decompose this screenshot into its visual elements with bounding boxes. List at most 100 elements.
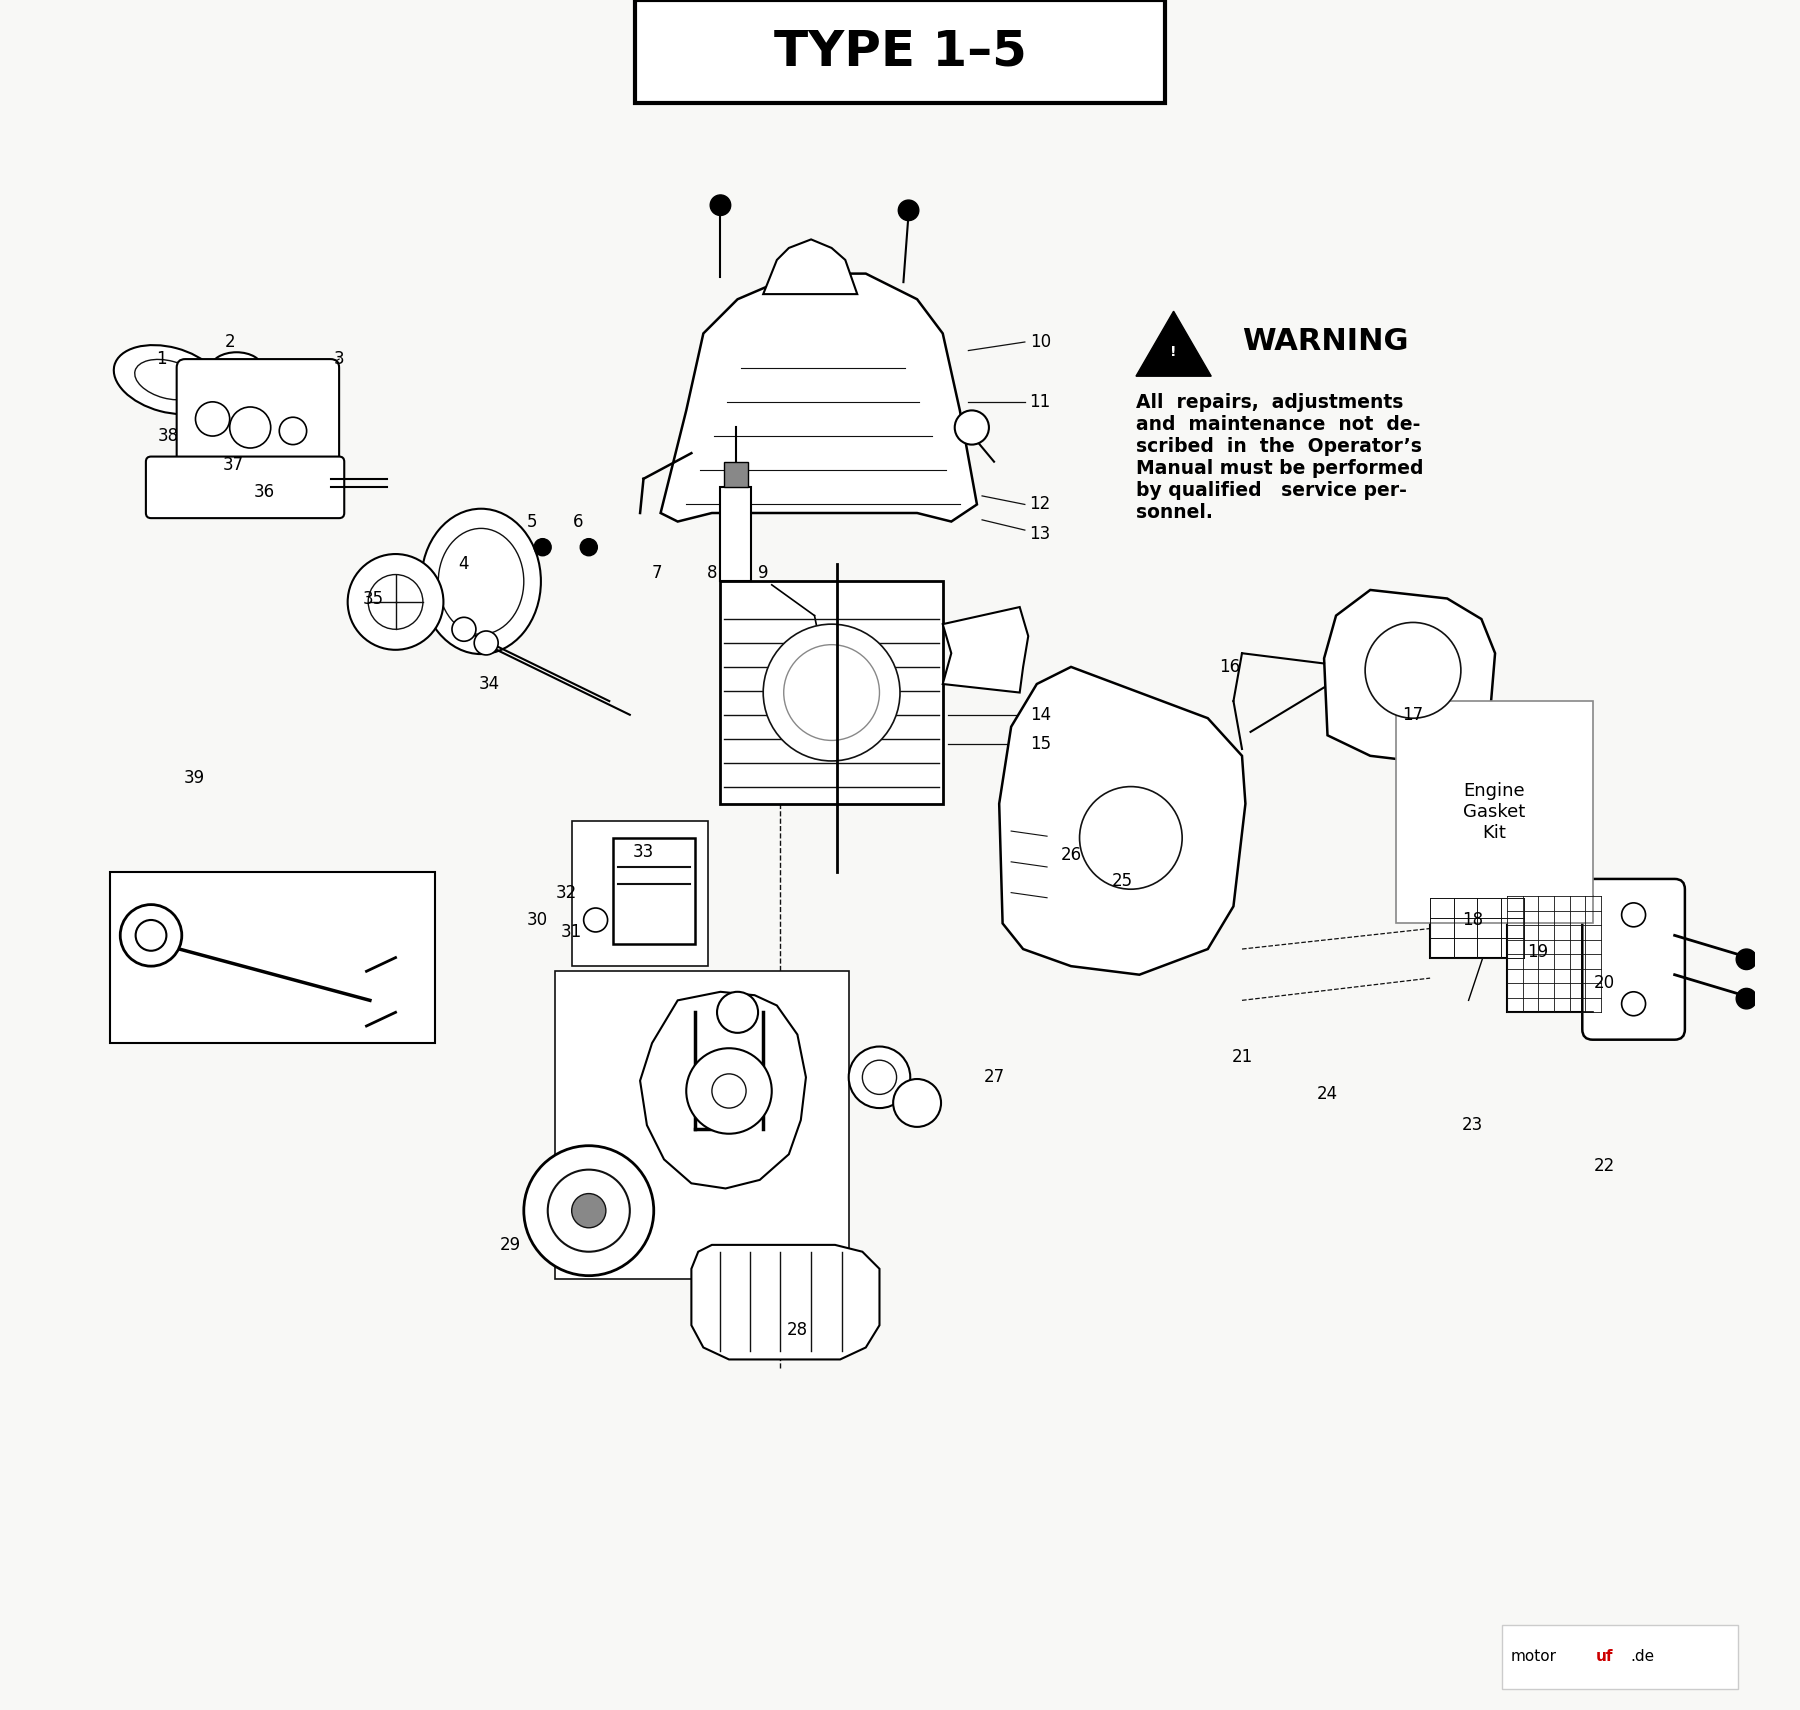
Circle shape	[524, 1146, 653, 1276]
Text: 33: 33	[634, 843, 653, 860]
Polygon shape	[943, 607, 1028, 693]
Text: 22: 22	[1593, 1158, 1615, 1175]
Circle shape	[535, 539, 551, 556]
Bar	[720, 487, 751, 581]
Text: 13: 13	[1030, 525, 1051, 542]
Circle shape	[763, 624, 900, 761]
Ellipse shape	[421, 510, 540, 653]
Text: 24: 24	[1318, 1086, 1337, 1103]
Bar	[572, 821, 709, 966]
Bar	[1501, 1624, 1739, 1689]
Text: 20: 20	[1595, 975, 1615, 992]
Circle shape	[347, 554, 443, 650]
Text: 25: 25	[1112, 872, 1132, 889]
Text: 32: 32	[556, 884, 578, 901]
Text: 31: 31	[562, 923, 583, 941]
Text: 6: 6	[572, 513, 583, 530]
Circle shape	[686, 1048, 772, 1134]
Text: .de: .de	[1631, 1650, 1654, 1664]
Circle shape	[1737, 949, 1757, 970]
Circle shape	[196, 402, 230, 436]
FancyBboxPatch shape	[1582, 879, 1685, 1040]
Text: 14: 14	[1030, 706, 1051, 723]
Text: 37: 37	[223, 457, 243, 474]
Text: 27: 27	[983, 1069, 1004, 1086]
Text: 28: 28	[787, 1322, 808, 1339]
Circle shape	[893, 1079, 941, 1127]
Circle shape	[1622, 992, 1645, 1016]
Text: 39: 39	[184, 770, 205, 787]
Circle shape	[711, 195, 731, 215]
Bar	[720, 581, 943, 804]
Circle shape	[452, 617, 475, 641]
Text: 1: 1	[157, 351, 167, 368]
Text: !: !	[1170, 345, 1177, 359]
Text: 36: 36	[254, 484, 274, 501]
Text: 3: 3	[333, 351, 344, 368]
Text: 7: 7	[652, 564, 662, 581]
FancyBboxPatch shape	[146, 457, 344, 518]
Text: 19: 19	[1526, 944, 1548, 961]
Circle shape	[580, 539, 598, 556]
Polygon shape	[691, 1245, 880, 1359]
Circle shape	[583, 908, 608, 932]
Text: 21: 21	[1231, 1048, 1253, 1065]
FancyBboxPatch shape	[176, 359, 338, 479]
Bar	[1431, 898, 1525, 958]
Text: 30: 30	[527, 911, 547, 929]
Circle shape	[713, 1074, 747, 1108]
Text: 35: 35	[364, 590, 383, 607]
Bar	[635, 0, 1165, 103]
Text: 10: 10	[1030, 333, 1051, 351]
Polygon shape	[1325, 590, 1496, 761]
Circle shape	[716, 992, 758, 1033]
Circle shape	[572, 1194, 607, 1228]
Circle shape	[369, 575, 423, 629]
Circle shape	[1737, 988, 1757, 1009]
Circle shape	[135, 920, 166, 951]
Circle shape	[473, 631, 499, 655]
Circle shape	[230, 407, 270, 448]
Polygon shape	[661, 274, 977, 522]
Circle shape	[121, 905, 182, 966]
Text: 16: 16	[1219, 658, 1240, 675]
Text: 11: 11	[1030, 393, 1051, 410]
Circle shape	[783, 645, 880, 740]
Circle shape	[1364, 622, 1462, 718]
Circle shape	[898, 200, 918, 221]
Text: 26: 26	[1060, 846, 1082, 864]
Bar	[1397, 701, 1593, 923]
Bar	[612, 838, 695, 944]
Circle shape	[1080, 787, 1183, 889]
Text: All  repairs,  adjustments
and  maintenance  not  de-
scribed  in  the  Operator: All repairs, adjustments and maintenance…	[1136, 393, 1424, 522]
Circle shape	[954, 410, 988, 445]
Text: 5: 5	[527, 513, 538, 530]
Bar	[724, 462, 747, 487]
Ellipse shape	[113, 345, 223, 414]
Text: 15: 15	[1030, 735, 1051, 752]
Polygon shape	[763, 239, 857, 294]
Polygon shape	[1136, 311, 1211, 376]
Text: 29: 29	[500, 1236, 520, 1253]
Ellipse shape	[211, 352, 263, 383]
Circle shape	[1622, 903, 1645, 927]
Text: 9: 9	[758, 564, 769, 581]
Text: 38: 38	[158, 428, 178, 445]
Text: Engine
Gasket
Kit: Engine Gasket Kit	[1463, 783, 1525, 841]
Text: WARNING: WARNING	[1242, 328, 1409, 356]
Circle shape	[850, 1047, 911, 1108]
Bar	[110, 872, 436, 1043]
Text: TYPE 1–5: TYPE 1–5	[774, 27, 1026, 75]
Polygon shape	[999, 667, 1246, 975]
Text: motor: motor	[1510, 1650, 1557, 1664]
Circle shape	[862, 1060, 896, 1094]
Circle shape	[547, 1170, 630, 1252]
Text: 23: 23	[1462, 1117, 1483, 1134]
Text: uf: uf	[1597, 1650, 1613, 1664]
Text: 12: 12	[1030, 496, 1051, 513]
Bar	[554, 971, 850, 1279]
Bar	[1507, 896, 1602, 1012]
Text: 4: 4	[459, 556, 470, 573]
Circle shape	[279, 417, 306, 445]
Ellipse shape	[135, 359, 202, 400]
